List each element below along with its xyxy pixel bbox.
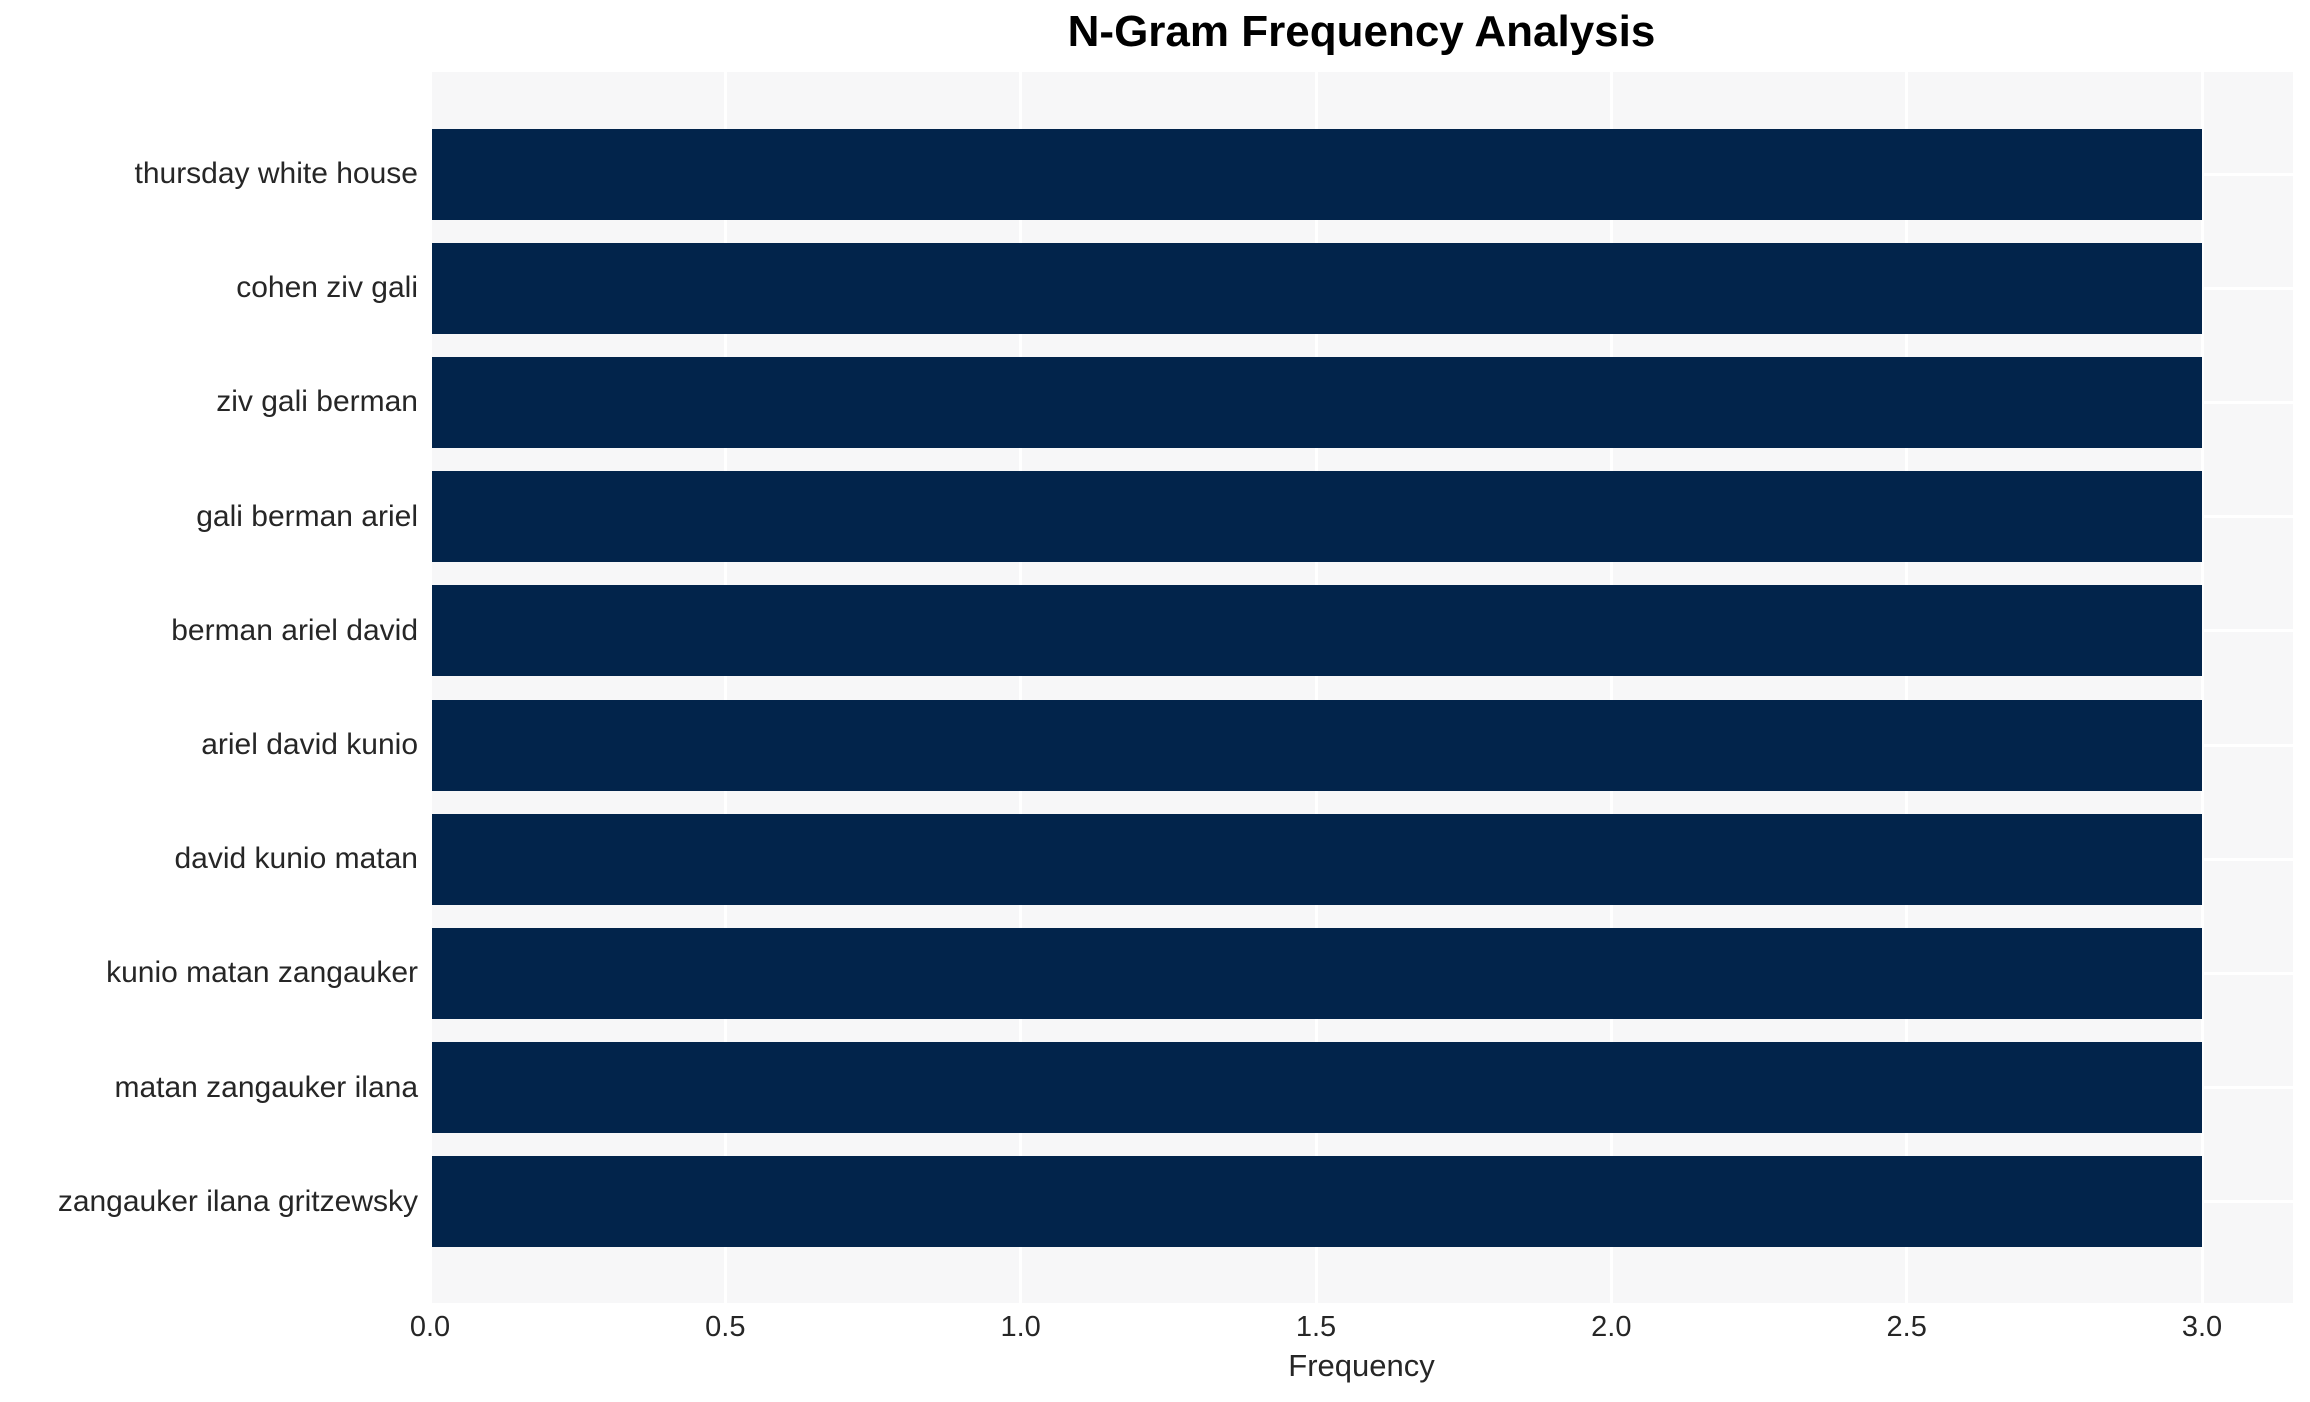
y-tick-label: ariel david kunio [201, 728, 418, 761]
x-tick-label: 3.0 [2181, 1311, 2223, 1343]
y-tick-label: thursday white house [134, 157, 418, 190]
x-gridline [1609, 72, 1613, 1303]
y-tick-label: zangauker ilana gritzewsky [57, 1184, 418, 1218]
bar-thursday-white-house [432, 128, 2203, 220]
bar-gali-berman-ariel [432, 471, 2203, 563]
x-gridline [1905, 72, 1909, 1303]
y-tick-label: cohen ziv gali [236, 271, 418, 305]
chart-title: N-Gram Frequency Analysis [1067, 7, 1656, 56]
bar-ziv-gali-berman [432, 356, 2203, 448]
plot-area [428, 72, 2293, 1303]
y-tick-label: ziv gali berman [216, 385, 418, 419]
x-tick-label: 0.0 [409, 1311, 451, 1343]
bar-kunio-matan-zangauker [432, 927, 2203, 1019]
x-tick-label: 1.5 [1295, 1311, 1337, 1343]
x-gridline [723, 72, 727, 1303]
bar-cohen-ziv-gali [432, 242, 2203, 334]
y-tick-label: matan zangauker ilana [114, 1070, 418, 1104]
x-tick-label: 1.0 [1000, 1311, 1041, 1343]
x-tick-label: 2.5 [1886, 1311, 1927, 1343]
x-axis-label: Frequency [1288, 1348, 1435, 1383]
x-gridline [1314, 72, 1318, 1303]
x-gridline [1019, 72, 1023, 1303]
x-tick-label: 2.0 [1591, 1311, 1632, 1343]
bar-matan-zangauker-ilana [432, 1042, 2203, 1134]
x-tick-label: 0.5 [705, 1311, 746, 1343]
y-tick-label: berman ariel david [171, 613, 418, 647]
bar-berman-ariel-david [432, 585, 2203, 677]
bar-david-kunio-matan [432, 813, 2203, 905]
x-gridline [428, 72, 432, 1303]
bar-ariel-david-kunio [432, 699, 2203, 791]
y-tick-label: david kunio matan [174, 842, 419, 876]
bar-zangauker-ilana-gritzewsky [432, 1156, 2203, 1248]
y-tick-label: kunio matan zangauker [106, 956, 418, 990]
y-tick-label: gali berman ariel [196, 499, 418, 533]
x-gridline [2200, 72, 2204, 1303]
